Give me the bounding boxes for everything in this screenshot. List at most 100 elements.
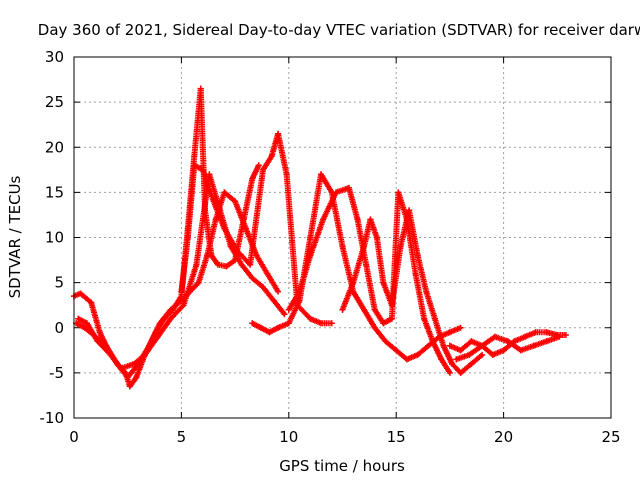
data-point (195, 279, 202, 286)
y-tick-label: 5 (54, 274, 64, 292)
data-point (466, 351, 473, 358)
y-tick-label: 15 (45, 183, 64, 201)
data-point (260, 166, 267, 173)
data-point (167, 315, 174, 322)
data-point (75, 315, 82, 322)
data-point (191, 153, 198, 160)
data-point (96, 329, 103, 336)
chart-title: Day 360 of 2021, Sidereal Day-to-day VTE… (38, 21, 640, 39)
data-point (191, 162, 198, 169)
y-tick-label: 20 (45, 138, 64, 156)
data-point (238, 261, 245, 268)
data-point (543, 329, 550, 336)
data-point (406, 207, 413, 214)
data-point (214, 261, 221, 268)
data-point (328, 320, 335, 327)
x-tick-label: 20 (494, 428, 513, 446)
y-tick-label: 25 (45, 93, 64, 111)
data-point (141, 351, 148, 358)
x-tick-label: 5 (177, 428, 187, 446)
data-point (77, 290, 84, 297)
data-point (199, 166, 206, 173)
data-point (360, 243, 367, 250)
data-point (257, 324, 264, 331)
data-point (167, 306, 174, 313)
data-point (204, 252, 211, 259)
series-track-g (339, 207, 486, 376)
data-point (249, 175, 256, 182)
data-point (264, 270, 271, 277)
data-point (423, 288, 430, 295)
x-tick-label: 0 (69, 428, 79, 446)
data-point (414, 351, 421, 358)
x-axis-label: GPS time / hours (279, 457, 405, 475)
data-point (83, 320, 90, 327)
data-point (468, 360, 475, 367)
data-point (320, 216, 327, 223)
data-point (397, 243, 404, 250)
data-point (429, 338, 436, 345)
series-track-f (285, 184, 453, 376)
data-point (268, 153, 275, 160)
y-tick-label: -10 (40, 409, 65, 427)
data-point (425, 342, 432, 349)
data-point (178, 288, 185, 295)
data-point (479, 342, 486, 349)
data-point (479, 351, 486, 358)
data-point (260, 284, 267, 291)
data-point (543, 338, 550, 345)
data-point (234, 248, 241, 255)
data-point (221, 225, 228, 232)
data-point (124, 374, 131, 381)
data-point (281, 311, 288, 318)
y-tick-label: 0 (54, 319, 64, 337)
data-point (412, 270, 419, 277)
data-point (107, 351, 114, 358)
tick-labels: 0 5 10 15 20 25 -10 -5 0 5 10 15 20 25 30 (40, 48, 621, 446)
data-point (393, 347, 400, 354)
data-point (253, 252, 260, 259)
data-point (283, 171, 290, 178)
data-point (249, 275, 256, 282)
x-tick-label: 15 (387, 428, 406, 446)
data-point (270, 297, 277, 304)
data-point (307, 234, 314, 241)
data-point (371, 324, 378, 331)
data-point (285, 306, 292, 313)
data-point (446, 329, 453, 336)
plot-frame (73, 56, 612, 419)
data-point (210, 198, 217, 205)
data-point (367, 216, 374, 223)
data-point (371, 306, 378, 313)
data-point (296, 297, 303, 304)
data-point (94, 338, 101, 345)
y-tick-label: 30 (45, 48, 64, 66)
data-point (457, 369, 464, 376)
data-point (307, 252, 314, 259)
data-point (197, 85, 204, 92)
data-point (414, 252, 421, 259)
data-point (296, 288, 303, 295)
data-point (339, 306, 346, 313)
data-point (388, 302, 395, 309)
data-point (403, 356, 410, 363)
data-point (275, 288, 282, 295)
x-tick-label: 10 (279, 428, 298, 446)
data-point (457, 324, 464, 331)
data-point (285, 320, 292, 327)
data-point (131, 360, 138, 367)
data-point (453, 356, 460, 363)
data-point (154, 333, 161, 340)
data-point (232, 198, 239, 205)
data-point (492, 333, 499, 340)
data-point (156, 320, 163, 327)
data-point (511, 338, 518, 345)
data-point (118, 365, 125, 372)
data-point (242, 225, 249, 232)
data-point (449, 360, 456, 367)
data-point (522, 333, 529, 340)
data-point (339, 243, 346, 250)
data-point (318, 320, 325, 327)
data-point (388, 315, 395, 322)
